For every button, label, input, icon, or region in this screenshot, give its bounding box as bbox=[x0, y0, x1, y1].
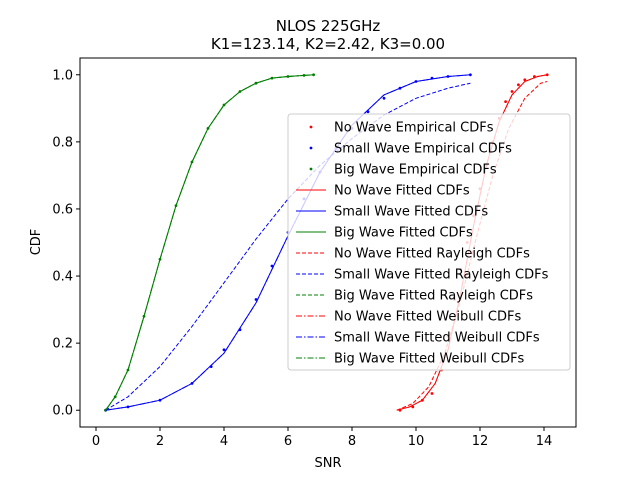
y-axis-label: CDF bbox=[29, 229, 44, 256]
data-point bbox=[430, 392, 434, 395]
y-tick-label: 0.2 bbox=[52, 337, 73, 352]
legend-label: Big Wave Empirical CDFs bbox=[334, 163, 497, 178]
x-tick-label: 2 bbox=[156, 434, 164, 449]
y-tick-label: 1.0 bbox=[52, 68, 73, 83]
legend-label: Small Wave Empirical CDFs bbox=[334, 142, 512, 157]
y-tick-label: 0.8 bbox=[52, 135, 73, 150]
data-point bbox=[222, 348, 226, 352]
y-tick-label: 0.4 bbox=[52, 270, 73, 285]
legend-label: Small Wave Fitted CDFs bbox=[334, 205, 488, 220]
y-axis: 0.0 0.2 0.4 0.6 0.8 1.0 bbox=[52, 68, 80, 419]
small-wave-fitted-rayleigh-cdfs-line bbox=[105, 82, 471, 411]
legend-entry: No Wave Fitted Rayleigh CDFs bbox=[296, 247, 530, 262]
data-point bbox=[411, 405, 415, 409]
data-point bbox=[517, 83, 520, 87]
legend-entry: Big Wave Fitted Weibull CDFs bbox=[296, 352, 525, 367]
legend-entry: Small Wave Empirical CDFs bbox=[309, 142, 512, 157]
data-point bbox=[510, 90, 514, 93]
x-tick-label: 4 bbox=[220, 434, 228, 449]
x-axis-label: SNR bbox=[314, 456, 341, 471]
big-wave-fitted-rayleigh-cdfs-line bbox=[105, 74, 314, 411]
legend-label: Big Wave Fitted Weibull CDFs bbox=[334, 352, 525, 367]
legend-entry: Big Wave Fitted CDFs bbox=[296, 226, 473, 241]
legend-marker bbox=[309, 125, 313, 129]
legend-entry: No Wave Fitted CDFs bbox=[296, 184, 470, 199]
x-tick-label: 10 bbox=[408, 434, 425, 449]
legend-marker bbox=[309, 167, 313, 171]
y-tick-label: 0.6 bbox=[52, 202, 73, 217]
y-tick-label: 0.0 bbox=[52, 404, 73, 419]
big-wave-fitted-weibull-cdfs-line bbox=[105, 74, 314, 411]
chart-title-line2: K1=123.14, K2=2.42, K3=0.00 bbox=[211, 35, 445, 53]
x-tick-label: 6 bbox=[284, 434, 292, 449]
legend-entry: Small Wave Fitted CDFs bbox=[296, 205, 488, 220]
legend-label: Small Wave Fitted Weibull CDFs bbox=[334, 331, 540, 346]
legend-label: Big Wave Fitted Rayleigh CDFs bbox=[334, 289, 533, 304]
data-point bbox=[523, 78, 527, 82]
data-point bbox=[254, 298, 258, 301]
legend-label: Big Wave Fitted CDFs bbox=[334, 226, 473, 241]
legend-label: No Wave Empirical CDFs bbox=[334, 121, 494, 136]
data-point bbox=[270, 264, 274, 268]
x-tick-label: 0 bbox=[92, 434, 100, 449]
axes-frame bbox=[79, 57, 577, 428]
legend-entry: Big Wave Fitted Rayleigh CDFs bbox=[296, 289, 533, 304]
legend-label: No Wave Fitted Weibull CDFs bbox=[334, 310, 521, 325]
legend-entry: No Wave Fitted Weibull CDFs bbox=[296, 310, 521, 325]
chart-title-line1: NLOS 225GHz bbox=[276, 17, 381, 35]
legend: No Wave Empirical CDFs Small Wave Empiric… bbox=[287, 113, 571, 371]
legend-label: Small Wave Fitted Rayleigh CDFs bbox=[334, 268, 549, 283]
legend-marker bbox=[309, 146, 313, 150]
legend-box bbox=[287, 113, 571, 371]
legend-entry: Small Wave Fitted Weibull CDFs bbox=[296, 331, 540, 346]
legend-label: No Wave Fitted CDFs bbox=[334, 184, 470, 199]
legend-entry: No Wave Empirical CDFs bbox=[309, 121, 494, 136]
x-axis: 0 2 4 6 8 10 12 14 bbox=[92, 427, 552, 449]
legend-entry: Small Wave Fitted Rayleigh CDFs bbox=[296, 268, 549, 283]
data-point bbox=[504, 100, 507, 103]
x-tick-label: 12 bbox=[472, 434, 489, 449]
legend-entry: Big Wave Empirical CDFs bbox=[309, 163, 497, 178]
x-tick-label: 8 bbox=[348, 434, 356, 449]
data-point bbox=[382, 96, 386, 100]
x-tick-label: 14 bbox=[536, 434, 553, 449]
legend-label: No Wave Fitted Rayleigh CDFs bbox=[334, 247, 530, 262]
